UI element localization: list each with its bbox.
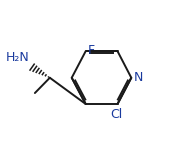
- Text: Cl: Cl: [110, 108, 123, 121]
- Text: F: F: [88, 44, 95, 57]
- Text: H₂N: H₂N: [6, 51, 30, 64]
- Text: N: N: [133, 71, 143, 84]
